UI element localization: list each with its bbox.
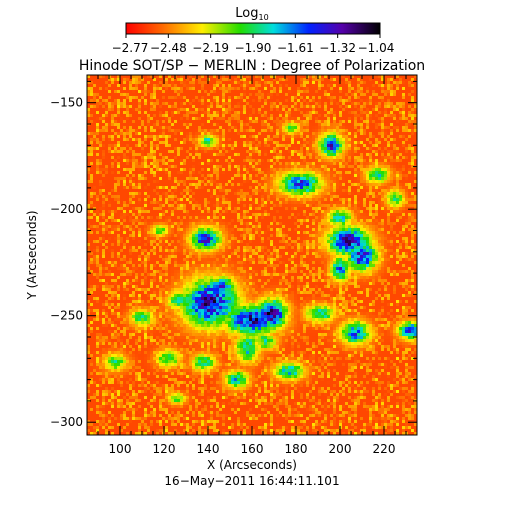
x-tick-label: 140 [197,442,220,456]
heatmap-plot [87,75,417,435]
x-tick-label: 100 [109,442,132,456]
colorbar-ticks: −2.77 −2.48 −2.19 −1.90 −1.61 −1.32 −1.04 [112,34,395,55]
chart-title: Hinode SOT/SP − MERLIN : Degree of Polar… [79,58,425,74]
colorbar [125,22,381,35]
colorbar-tick-label: −1.32 [319,41,356,55]
y-axis-label: Y (Arcseconds) [25,210,39,300]
colorbar-label: Log10 [235,6,268,22]
colorbar-tick-label: −1.61 [277,41,314,55]
y-tick-label: −150 [50,96,83,110]
y-tick-label: −200 [50,202,83,216]
colorbar-tick-label: −2.48 [150,41,187,55]
x-tick-label: 120 [153,442,176,456]
y-tick-label: −300 [50,415,83,429]
timestamp: 16−May−2011 16:44:11.101 [164,474,339,488]
y-tick-label: −250 [50,309,83,323]
colorbar-tick-label: −1.90 [235,41,272,55]
x-tick-label: 160 [241,442,264,456]
colorbar-tick-label: −2.77 [112,41,149,55]
y-axis: −150 −200 −250 −300 [50,80,417,429]
x-tick-label: 220 [373,442,396,456]
x-tick-label: 180 [285,442,308,456]
colorbar-tick-label: −2.19 [192,41,229,55]
colorbar-tick-label: −1.04 [358,41,395,55]
x-axis: 100 120 140 160 180 200 220 [97,75,407,456]
heatmap-image [87,75,417,435]
x-axis-label: X (Arcseconds) [207,458,297,472]
x-tick-label: 200 [329,442,352,456]
